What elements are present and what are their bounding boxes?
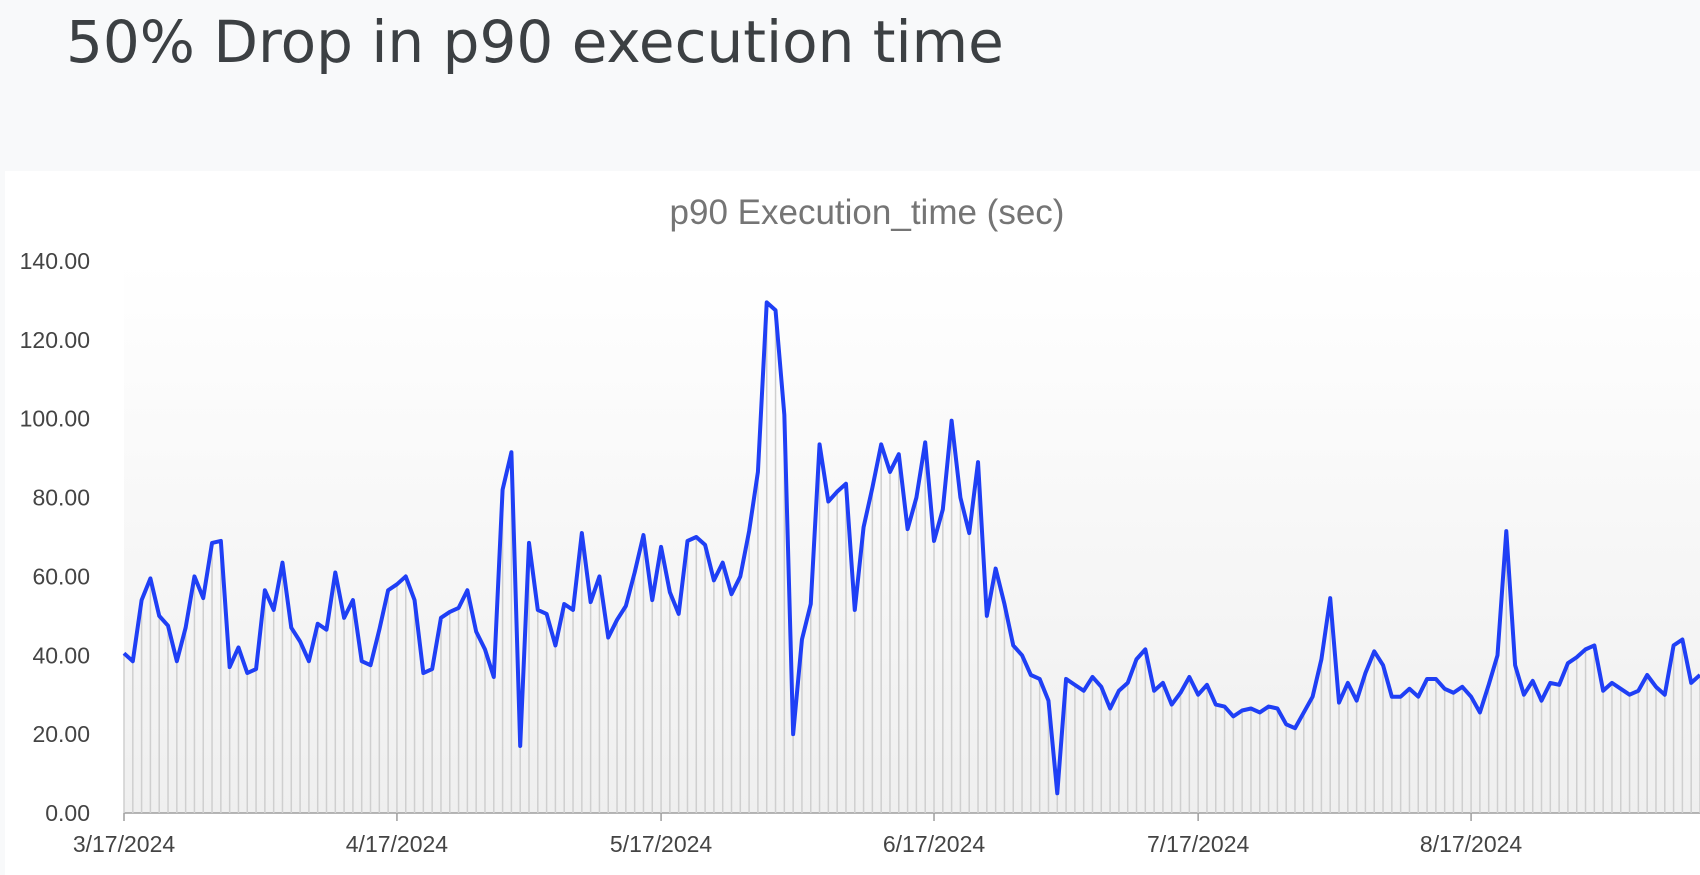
chart-title: p90 Execution_time (sec) — [670, 193, 1065, 232]
y-tick-label: 140.00 — [20, 248, 90, 274]
y-tick-label: 100.00 — [20, 406, 90, 432]
y-tick-label: 60.00 — [32, 563, 90, 589]
y-tick-label: 80.00 — [32, 485, 90, 511]
x-tick-label: 8/17/2024 — [1420, 831, 1523, 857]
y-tick-label: 40.00 — [32, 642, 90, 668]
y-tick-label: 120.00 — [20, 327, 90, 353]
slide-title: 50% Drop in p90 execution time — [66, 8, 1004, 76]
x-tick-label: 3/17/2024 — [73, 831, 176, 857]
data-line — [122, 300, 1700, 796]
y-tick-label: 0.00 — [45, 800, 90, 826]
plot-area — [124, 261, 1700, 813]
x-tick-label: 4/17/2024 — [346, 831, 449, 857]
x-tick-label: 5/17/2024 — [610, 831, 713, 857]
x-tick-label: 6/17/2024 — [883, 831, 986, 857]
x-tick-label: 7/17/2024 — [1147, 831, 1250, 857]
y-tick-label: 20.00 — [32, 721, 90, 747]
